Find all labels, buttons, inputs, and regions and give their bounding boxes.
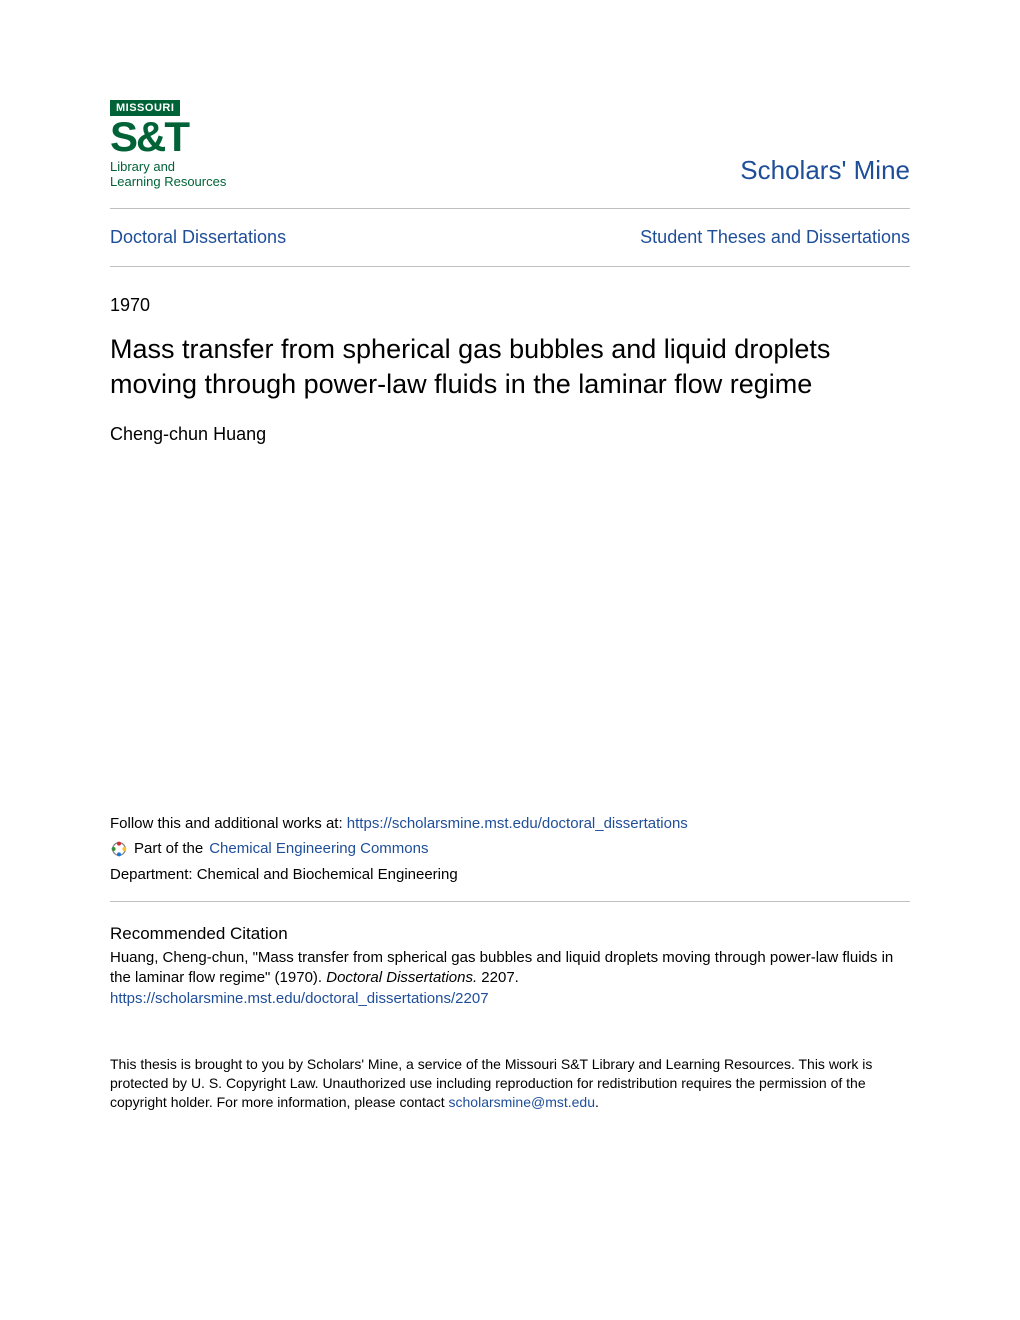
author-name: Cheng-chun Huang <box>110 424 910 445</box>
commons-link[interactable]: Chemical Engineering Commons <box>209 840 428 857</box>
commons-row: Part of the Chemical Engineering Commons <box>110 840 910 858</box>
document-title: Mass transfer from spherical gas bubbles… <box>110 332 910 402</box>
site-name-link[interactable]: Scholars' Mine <box>740 155 910 190</box>
citation-heading: Recommended Citation <box>110 924 910 944</box>
logo-main: S&T <box>110 118 188 156</box>
contact-email-link[interactable]: scholarsmine@mst.edu <box>449 1094 596 1110</box>
follow-prefix: Follow this and additional works at: <box>110 815 347 832</box>
publication-year: 1970 <box>110 295 910 316</box>
footer-text-after: . <box>595 1094 599 1110</box>
citation-body: Huang, Cheng-chun, "Mass transfer from s… <box>110 948 910 989</box>
commons-network-icon <box>110 840 128 858</box>
commons-prefix: Part of the <box>134 840 203 857</box>
content-spacer <box>110 445 910 805</box>
breadcrumb-nav: Doctoral Dissertations Student Theses an… <box>110 209 910 267</box>
citation-number: 2207. <box>477 969 519 986</box>
footer-copyright: This thesis is brought to you by Scholar… <box>110 1055 910 1112</box>
department-line: Department: Chemical and Biochemical Eng… <box>110 866 910 902</box>
header: MISSOURI S&T Library and Learning Resour… <box>110 100 910 209</box>
citation-url: https://scholarsmine.mst.edu/doctoral_di… <box>110 990 910 1007</box>
collection-link[interactable]: Doctoral Dissertations <box>110 227 286 248</box>
department-label: Department: <box>110 866 197 883</box>
follow-url-link[interactable]: https://scholarsmine.mst.edu/doctoral_di… <box>347 815 688 832</box>
department-value: Chemical and Biochemical Engineering <box>197 866 458 883</box>
citation-url-link[interactable]: https://scholarsmine.mst.edu/doctoral_di… <box>110 990 489 1007</box>
citation-series: Doctoral Dissertations. <box>326 969 477 986</box>
follow-works: Follow this and additional works at: htt… <box>110 815 910 832</box>
institution-logo: MISSOURI S&T Library and Learning Resour… <box>110 100 226 190</box>
parent-collection-link[interactable]: Student Theses and Dissertations <box>640 227 910 248</box>
logo-subtitle: Library and Learning Resources <box>110 160 226 190</box>
